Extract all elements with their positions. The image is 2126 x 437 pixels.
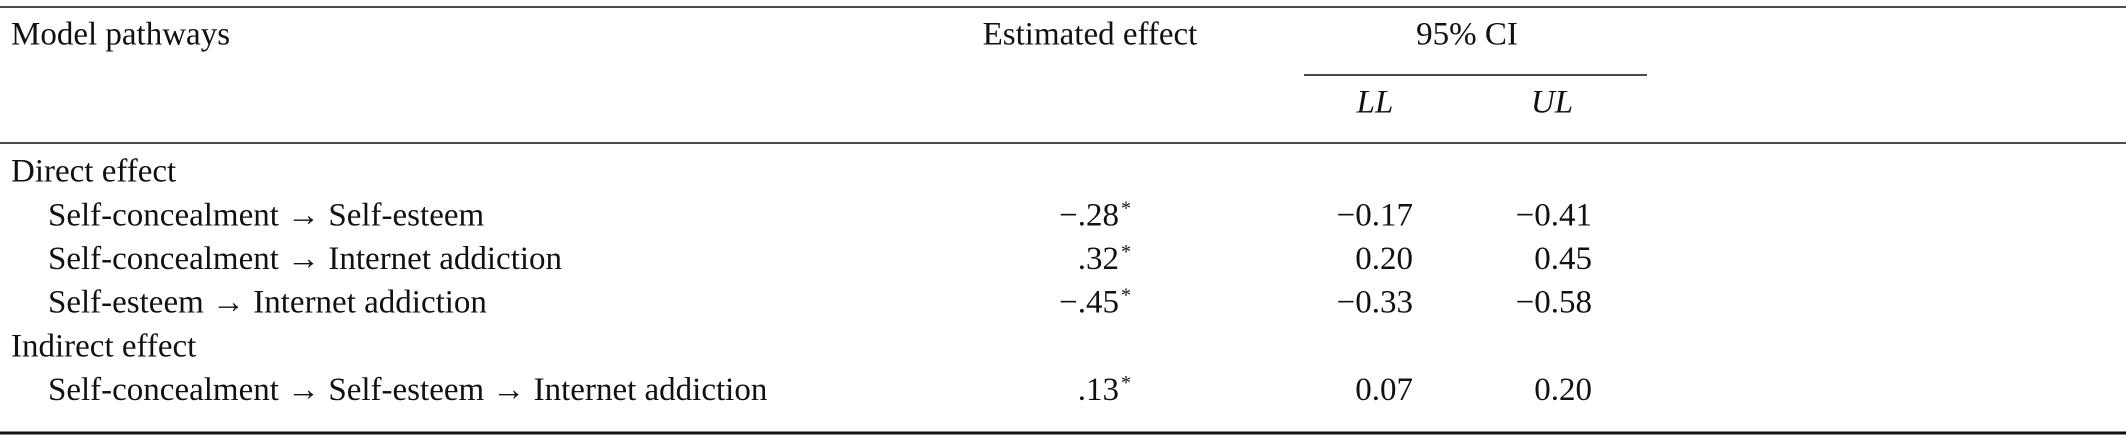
significance: * bbox=[1121, 197, 1131, 219]
upper-limit: −0.58 bbox=[1516, 285, 1592, 321]
upper-limit: 0.20 bbox=[1534, 372, 1592, 408]
lower-limit: 0.20 bbox=[1355, 241, 1413, 277]
pathway: Self-concealment → Internet addiction bbox=[48, 241, 562, 277]
pathway: Self-concealment → Self-esteem → Interne… bbox=[48, 372, 767, 408]
estimate: −.28 bbox=[1059, 197, 1119, 233]
upper-limit: −0.41 bbox=[1516, 197, 1592, 233]
header-pathways: Model pathways bbox=[11, 17, 230, 53]
estimate: .32 bbox=[1078, 241, 1119, 277]
lower-limit: −0.33 bbox=[1337, 285, 1413, 321]
header-ul: UL bbox=[1531, 85, 1573, 121]
estimate: −.45 bbox=[1059, 285, 1119, 321]
estimate: .13 bbox=[1078, 372, 1119, 408]
pathway: Self-concealment → Self-esteem bbox=[48, 197, 484, 233]
header-ci: 95% CI bbox=[1416, 17, 1518, 53]
lower-limit: 0.07 bbox=[1355, 372, 1413, 408]
significance: * bbox=[1121, 285, 1131, 307]
section-title: Direct effect bbox=[11, 154, 176, 190]
pathway: Self-esteem → Internet addiction bbox=[48, 285, 487, 321]
significance: * bbox=[1121, 372, 1131, 394]
upper-limit: 0.45 bbox=[1534, 241, 1592, 277]
section-title: Indirect effect bbox=[11, 328, 196, 364]
header-estimate: Estimated effect bbox=[983, 17, 1198, 53]
lower-limit: −0.17 bbox=[1337, 197, 1413, 233]
header-ll: LL bbox=[1356, 85, 1394, 121]
significance: * bbox=[1121, 241, 1131, 263]
